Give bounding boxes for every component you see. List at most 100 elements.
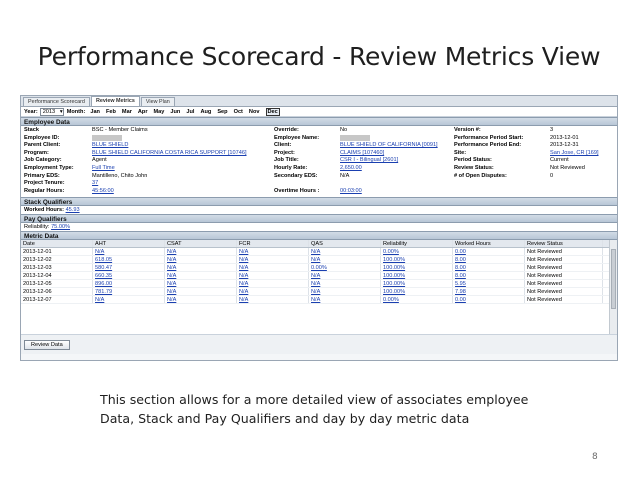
month-sep[interactable]: Sep bbox=[217, 108, 228, 115]
table-cell[interactable]: N/A bbox=[237, 272, 309, 279]
cell-value[interactable]: 8.00 bbox=[455, 257, 466, 263]
cell-value[interactable]: N/A bbox=[167, 297, 177, 303]
table-cell[interactable]: 100.00% bbox=[381, 272, 453, 279]
table-cell[interactable]: N/A bbox=[309, 288, 381, 295]
employee-field-value[interactable]: 00:03:00 bbox=[340, 187, 362, 194]
table-cell[interactable]: N/A bbox=[237, 280, 309, 287]
table-cell[interactable]: 100.00% bbox=[381, 280, 453, 287]
employee-field-value[interactable]: BLUE SHIELD bbox=[92, 142, 129, 149]
table-cell[interactable]: 618.05 bbox=[93, 256, 165, 263]
employee-field-value[interactable]: San Jose, CR [169] bbox=[550, 149, 599, 156]
cell-value[interactable]: N/A bbox=[239, 281, 249, 287]
table-cell[interactable]: 8.00 bbox=[453, 264, 525, 271]
cell-value[interactable]: 5.95 bbox=[455, 281, 466, 287]
column-header[interactable]: FCR bbox=[237, 240, 309, 247]
cell-value[interactable]: 896.00 bbox=[95, 281, 113, 287]
column-header[interactable]: Worked Hours bbox=[453, 240, 525, 247]
cell-value[interactable]: 8.00 bbox=[455, 273, 466, 279]
cell-value[interactable]: N/A bbox=[239, 289, 249, 295]
table-cell[interactable]: N/A bbox=[165, 296, 237, 303]
cell-value[interactable]: N/A bbox=[167, 273, 177, 279]
table-cell[interactable]: 0.00% bbox=[381, 296, 453, 303]
table-cell[interactable]: N/A bbox=[309, 280, 381, 287]
tab-performance-scorecard[interactable]: Performance Scorecard bbox=[23, 97, 90, 106]
cell-value[interactable]: N/A bbox=[239, 297, 249, 303]
employee-field-value[interactable]: 45:56:00 bbox=[92, 187, 114, 194]
tab-view-plan[interactable]: View Plan bbox=[140, 97, 175, 106]
month-mar[interactable]: Mar bbox=[121, 108, 132, 115]
cell-value[interactable]: N/A bbox=[239, 249, 249, 255]
table-cell[interactable]: 0.00 bbox=[453, 296, 525, 303]
cell-value[interactable]: 660.35 bbox=[95, 273, 113, 279]
table-cell[interactable]: 781.79 bbox=[93, 288, 165, 295]
cell-value[interactable]: N/A bbox=[311, 257, 321, 263]
table-cell[interactable]: N/A bbox=[93, 248, 165, 255]
cell-value[interactable]: N/A bbox=[95, 297, 105, 303]
column-header[interactable]: CSAT bbox=[165, 240, 237, 247]
reliability-value[interactable]: 75.00% bbox=[51, 224, 71, 230]
table-cell[interactable]: N/A bbox=[165, 288, 237, 295]
cell-value[interactable]: N/A bbox=[311, 289, 321, 295]
table-cell[interactable]: N/A bbox=[237, 264, 309, 271]
cell-value[interactable]: 8.00 bbox=[455, 265, 466, 271]
table-cell[interactable]: N/A bbox=[237, 248, 309, 255]
table-cell[interactable]: 100.00% bbox=[381, 264, 453, 271]
cell-value[interactable]: N/A bbox=[167, 265, 177, 271]
employee-field-value[interactable]: BLUE SHIELD OF CALIFORNIA [0091] bbox=[340, 142, 438, 149]
cell-value[interactable]: 100.00% bbox=[383, 281, 406, 287]
column-header[interactable]: QAS bbox=[309, 240, 381, 247]
cell-value[interactable]: 0.00% bbox=[383, 297, 399, 303]
cell-value[interactable]: N/A bbox=[239, 265, 249, 271]
year-select[interactable]: 2013 ▾ bbox=[39, 107, 64, 116]
cell-value[interactable]: N/A bbox=[311, 249, 321, 255]
table-cell[interactable]: 5.95 bbox=[453, 280, 525, 287]
cell-value[interactable]: 0.00% bbox=[311, 265, 327, 271]
table-cell[interactable]: N/A bbox=[93, 296, 165, 303]
cell-value[interactable]: N/A bbox=[167, 281, 177, 287]
cell-value[interactable]: 0.00 bbox=[455, 297, 466, 303]
column-header[interactable]: Date bbox=[21, 240, 93, 247]
cell-value[interactable]: N/A bbox=[167, 257, 177, 263]
employee-data-header[interactable]: Employee Data bbox=[21, 117, 617, 126]
month-jan[interactable]: Jan bbox=[90, 108, 100, 115]
cell-value[interactable]: 618.05 bbox=[95, 257, 113, 263]
cell-value[interactable]: 7.98 bbox=[455, 289, 466, 295]
column-header[interactable]: AHT bbox=[93, 240, 165, 247]
cell-value[interactable]: 0.00% bbox=[383, 249, 399, 255]
table-cell[interactable]: N/A bbox=[309, 248, 381, 255]
table-cell[interactable]: 8.00 bbox=[453, 256, 525, 263]
table-cell[interactable]: N/A bbox=[165, 280, 237, 287]
cell-value[interactable]: 0.00 bbox=[455, 249, 466, 255]
table-cell[interactable]: 0.00% bbox=[381, 248, 453, 255]
metric-data-header[interactable]: Metric Data bbox=[21, 231, 617, 240]
month-feb[interactable]: Feb bbox=[105, 108, 116, 115]
table-cell[interactable]: N/A bbox=[237, 296, 309, 303]
table-cell[interactable]: 0.00% bbox=[309, 264, 381, 271]
cell-value[interactable]: N/A bbox=[311, 281, 321, 287]
employee-field-value[interactable]: BLUE SHIELD CALIFORNIA COSTA RICA SUPPOR… bbox=[92, 149, 247, 156]
cell-value[interactable]: N/A bbox=[239, 257, 249, 263]
table-cell[interactable]: 7.98 bbox=[453, 288, 525, 295]
worked-hours-value[interactable]: 45.93 bbox=[65, 207, 80, 213]
table-cell[interactable]: 896.00 bbox=[93, 280, 165, 287]
table-cell[interactable]: N/A bbox=[309, 296, 381, 303]
cell-value[interactable]: 100.00% bbox=[383, 265, 406, 271]
employee-field-value[interactable]: 37 bbox=[92, 180, 99, 187]
employee-field-value[interactable]: Full Time bbox=[92, 164, 115, 171]
column-header[interactable]: Review Status bbox=[525, 240, 603, 247]
employee-field-value[interactable]: CLAIMS [107460] bbox=[340, 149, 385, 156]
table-cell[interactable]: 580.47 bbox=[93, 264, 165, 271]
employee-field-value[interactable]: 2,650.00 bbox=[340, 164, 362, 171]
table-cell[interactable]: 0.00 bbox=[453, 248, 525, 255]
table-cell[interactable]: N/A bbox=[237, 256, 309, 263]
table-cell[interactable]: 100.00% bbox=[381, 288, 453, 295]
table-cell[interactable]: 660.35 bbox=[93, 272, 165, 279]
month-aug[interactable]: Aug bbox=[200, 108, 212, 115]
table-cell[interactable]: N/A bbox=[165, 256, 237, 263]
table-cell[interactable]: N/A bbox=[309, 256, 381, 263]
employee-field-value[interactable]: CSR I - Bilingual [2601] bbox=[340, 157, 399, 164]
table-cell[interactable]: N/A bbox=[309, 272, 381, 279]
cell-value[interactable]: 100.00% bbox=[383, 257, 406, 263]
month-jul[interactable]: Jul bbox=[186, 108, 195, 115]
review-data-button[interactable]: Review Data bbox=[24, 340, 70, 350]
